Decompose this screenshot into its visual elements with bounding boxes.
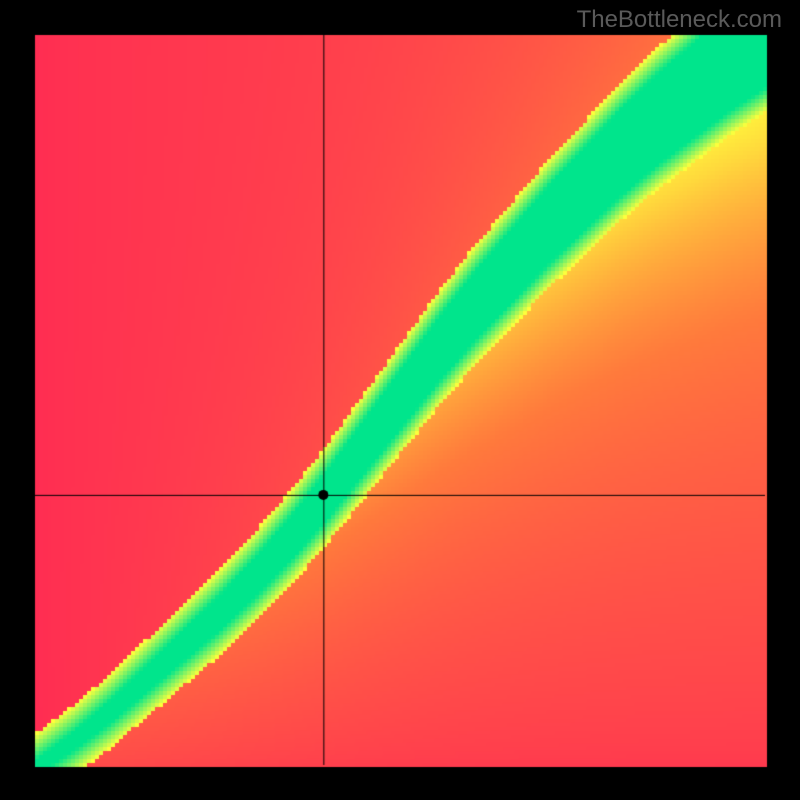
bottleneck-heatmap-canvas: [0, 0, 800, 800]
watermark-text: TheBottleneck.com: [577, 6, 782, 34]
bottleneck-chart-container: TheBottleneck.com: [0, 0, 800, 800]
